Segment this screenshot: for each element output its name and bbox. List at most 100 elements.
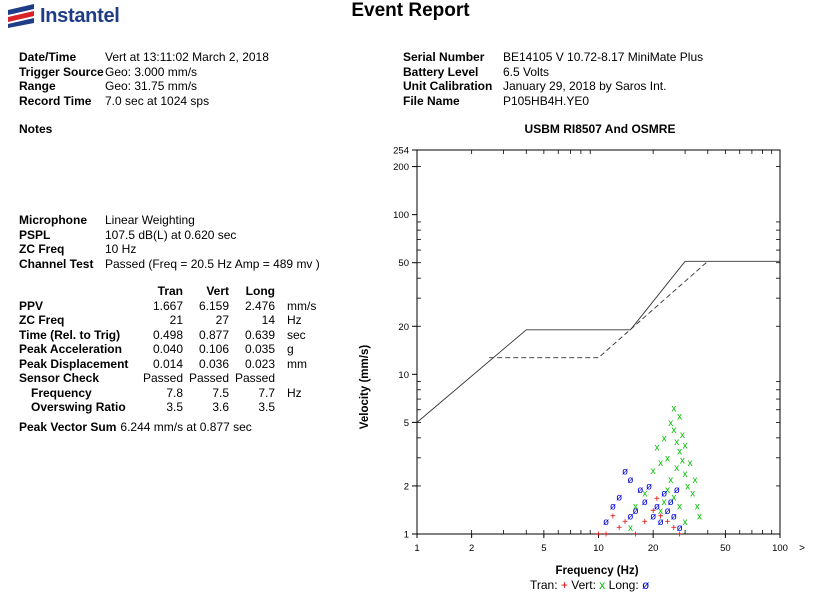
point-long: ø: [671, 511, 677, 522]
info-row-record-time: Record Time 7.0 sec at 1024 sps: [19, 93, 210, 108]
point-vert: x: [680, 430, 685, 441]
point-long: ø: [642, 497, 648, 508]
measurement-row: PPV 1.667 6.159 2.476 mm/s: [19, 299, 327, 314]
measurement-value: 0.036: [198, 356, 229, 371]
y-tick-label: 50: [398, 258, 409, 269]
point-vert: x: [683, 469, 688, 480]
unit-info: Serial Number BE14105 V 10.72-8.17 MiniMa…: [403, 50, 703, 108]
info-row-battery-level: Battery Level 6.5 Volts: [403, 64, 550, 79]
measurement-value: 27: [215, 313, 229, 327]
measurement-value: 0.040: [152, 342, 183, 356]
x-tick-label: 1: [414, 543, 419, 554]
point-vert: x: [668, 475, 673, 486]
x-tick-label: 2: [469, 543, 474, 554]
measurements-body: PPV 1.667 6.159 2.476 mm/s ZC Freq 21 27 14 Hz Tim…: [19, 299, 327, 415]
instantel-logo: Instantel: [8, 2, 120, 30]
y-axis-label: Velocity (mm/s): [359, 345, 371, 430]
info-row-datetime: Date/Time Vert at 13:11:02 March 2, 2018: [19, 50, 269, 64]
info-row-file-name: File Name P105HB4H.YE0: [403, 93, 590, 108]
legend-tran-label: Tran:: [530, 578, 558, 592]
measurement-value: Passed: [188, 371, 229, 385]
x-tick-label: 10: [593, 543, 604, 554]
point-vert: x: [628, 523, 633, 534]
info-row-trigger-source: Trigger SourceGeo: 3.000 mm/s: [19, 64, 198, 79]
point-long: ø: [603, 517, 609, 528]
point-long: ø: [654, 501, 660, 512]
point-vert: x: [671, 425, 676, 436]
measurement-row: Peak Displacement 0.014 0.036 0.023 mm: [19, 357, 327, 372]
point-long: ø: [646, 481, 652, 492]
point-vert: x: [665, 453, 670, 464]
point-tran: +: [665, 517, 671, 528]
measurement-row: Sensor Check Passed Passed Passed: [19, 371, 327, 386]
point-tran: +: [642, 517, 648, 528]
y-tick-label: 10: [398, 370, 409, 381]
mic-row-microphone: Microphone Linear Weighting: [19, 213, 195, 227]
measurement-unit: Hz: [287, 313, 302, 327]
point-long: ø: [668, 497, 674, 508]
point-vert: x: [654, 443, 659, 454]
y-tick-label: 1: [404, 530, 409, 541]
point-tran: +: [610, 511, 616, 522]
point-vert: x: [695, 501, 700, 512]
point-vert: x: [690, 489, 695, 500]
measurement-value: 0.877: [198, 327, 229, 342]
peak-vector-sum-value: 6.244 mm/s at 0.877 sec: [120, 420, 252, 434]
point-tran: +: [677, 530, 683, 541]
measurement-value: 7.5: [212, 385, 229, 400]
limit-curve-dashed: [489, 260, 709, 359]
measurement-value: 14: [261, 313, 275, 327]
legend-vert-label: Vert:: [571, 578, 596, 592]
measurement-value: 0.498: [152, 327, 183, 342]
y-tick-label: 2: [404, 481, 409, 492]
legend-tran-marker: +: [560, 578, 568, 592]
measurement-value: 3.5: [258, 400, 275, 414]
measurement-label: Peak Displacement: [19, 356, 129, 371]
point-vert: x: [677, 501, 682, 512]
measurement-value: 7.7: [258, 385, 275, 400]
x-axis-end-marker: >: [799, 543, 805, 554]
y-tick-label: 200: [393, 162, 409, 173]
measurement-row: Overswing Ratio 3.5 3.6 3.5: [19, 400, 327, 415]
measurement-label: Peak Acceleration: [19, 342, 122, 356]
point-tran: +: [622, 517, 628, 528]
point-tran: +: [658, 511, 664, 522]
point-long: ø: [674, 485, 680, 496]
point-vert: x: [665, 485, 670, 496]
info-row-unit-calibration: Unit Calibration January 29, 2018 by Saro…: [403, 79, 667, 93]
measurement-row: Peak Acceleration 0.040 0.106 0.035 g: [19, 342, 327, 357]
measurement-value: 6.159: [198, 298, 229, 313]
x-tick-label: 100: [772, 543, 788, 554]
legend-long-label: Long:: [608, 578, 639, 592]
measurements-header-row: Tran Vert Long: [19, 284, 327, 299]
y-tick-label: 254: [393, 146, 409, 157]
plot-frame: [416, 149, 781, 535]
point-vert: x: [680, 456, 685, 467]
measurement-unit: [275, 400, 327, 415]
measurement-label: Time (Rel. to Trig): [19, 327, 121, 342]
point-vert: x: [674, 437, 679, 448]
point-vert: x: [677, 447, 682, 458]
point-tran: +: [596, 530, 602, 541]
point-long: ø: [627, 511, 633, 522]
point-vert: x: [697, 511, 702, 522]
point-vert: x: [662, 497, 667, 508]
point-vert: x: [651, 466, 656, 477]
measurement-value: 3.5: [166, 400, 183, 414]
point-tran: +: [671, 523, 677, 534]
info-row-serial-number: Serial Number BE14105 V 10.72-8.17 MiniMa…: [403, 50, 704, 64]
logo-text: Instantel: [40, 4, 120, 27]
point-vert: x: [668, 418, 673, 429]
measurement-label: Frequency: [31, 385, 92, 400]
point-long: ø: [677, 523, 683, 534]
point-long: ø: [616, 493, 622, 504]
point-vert: x: [688, 458, 693, 469]
y-tick-label: 100: [393, 210, 409, 221]
point-long: ø: [658, 517, 664, 528]
measurement-value: 0.106: [198, 342, 229, 356]
column-header-long: Long: [245, 284, 275, 299]
measurement-value: 0.023: [244, 356, 275, 371]
point-long: ø: [622, 467, 628, 478]
measurement-value: 2.476: [244, 298, 275, 313]
